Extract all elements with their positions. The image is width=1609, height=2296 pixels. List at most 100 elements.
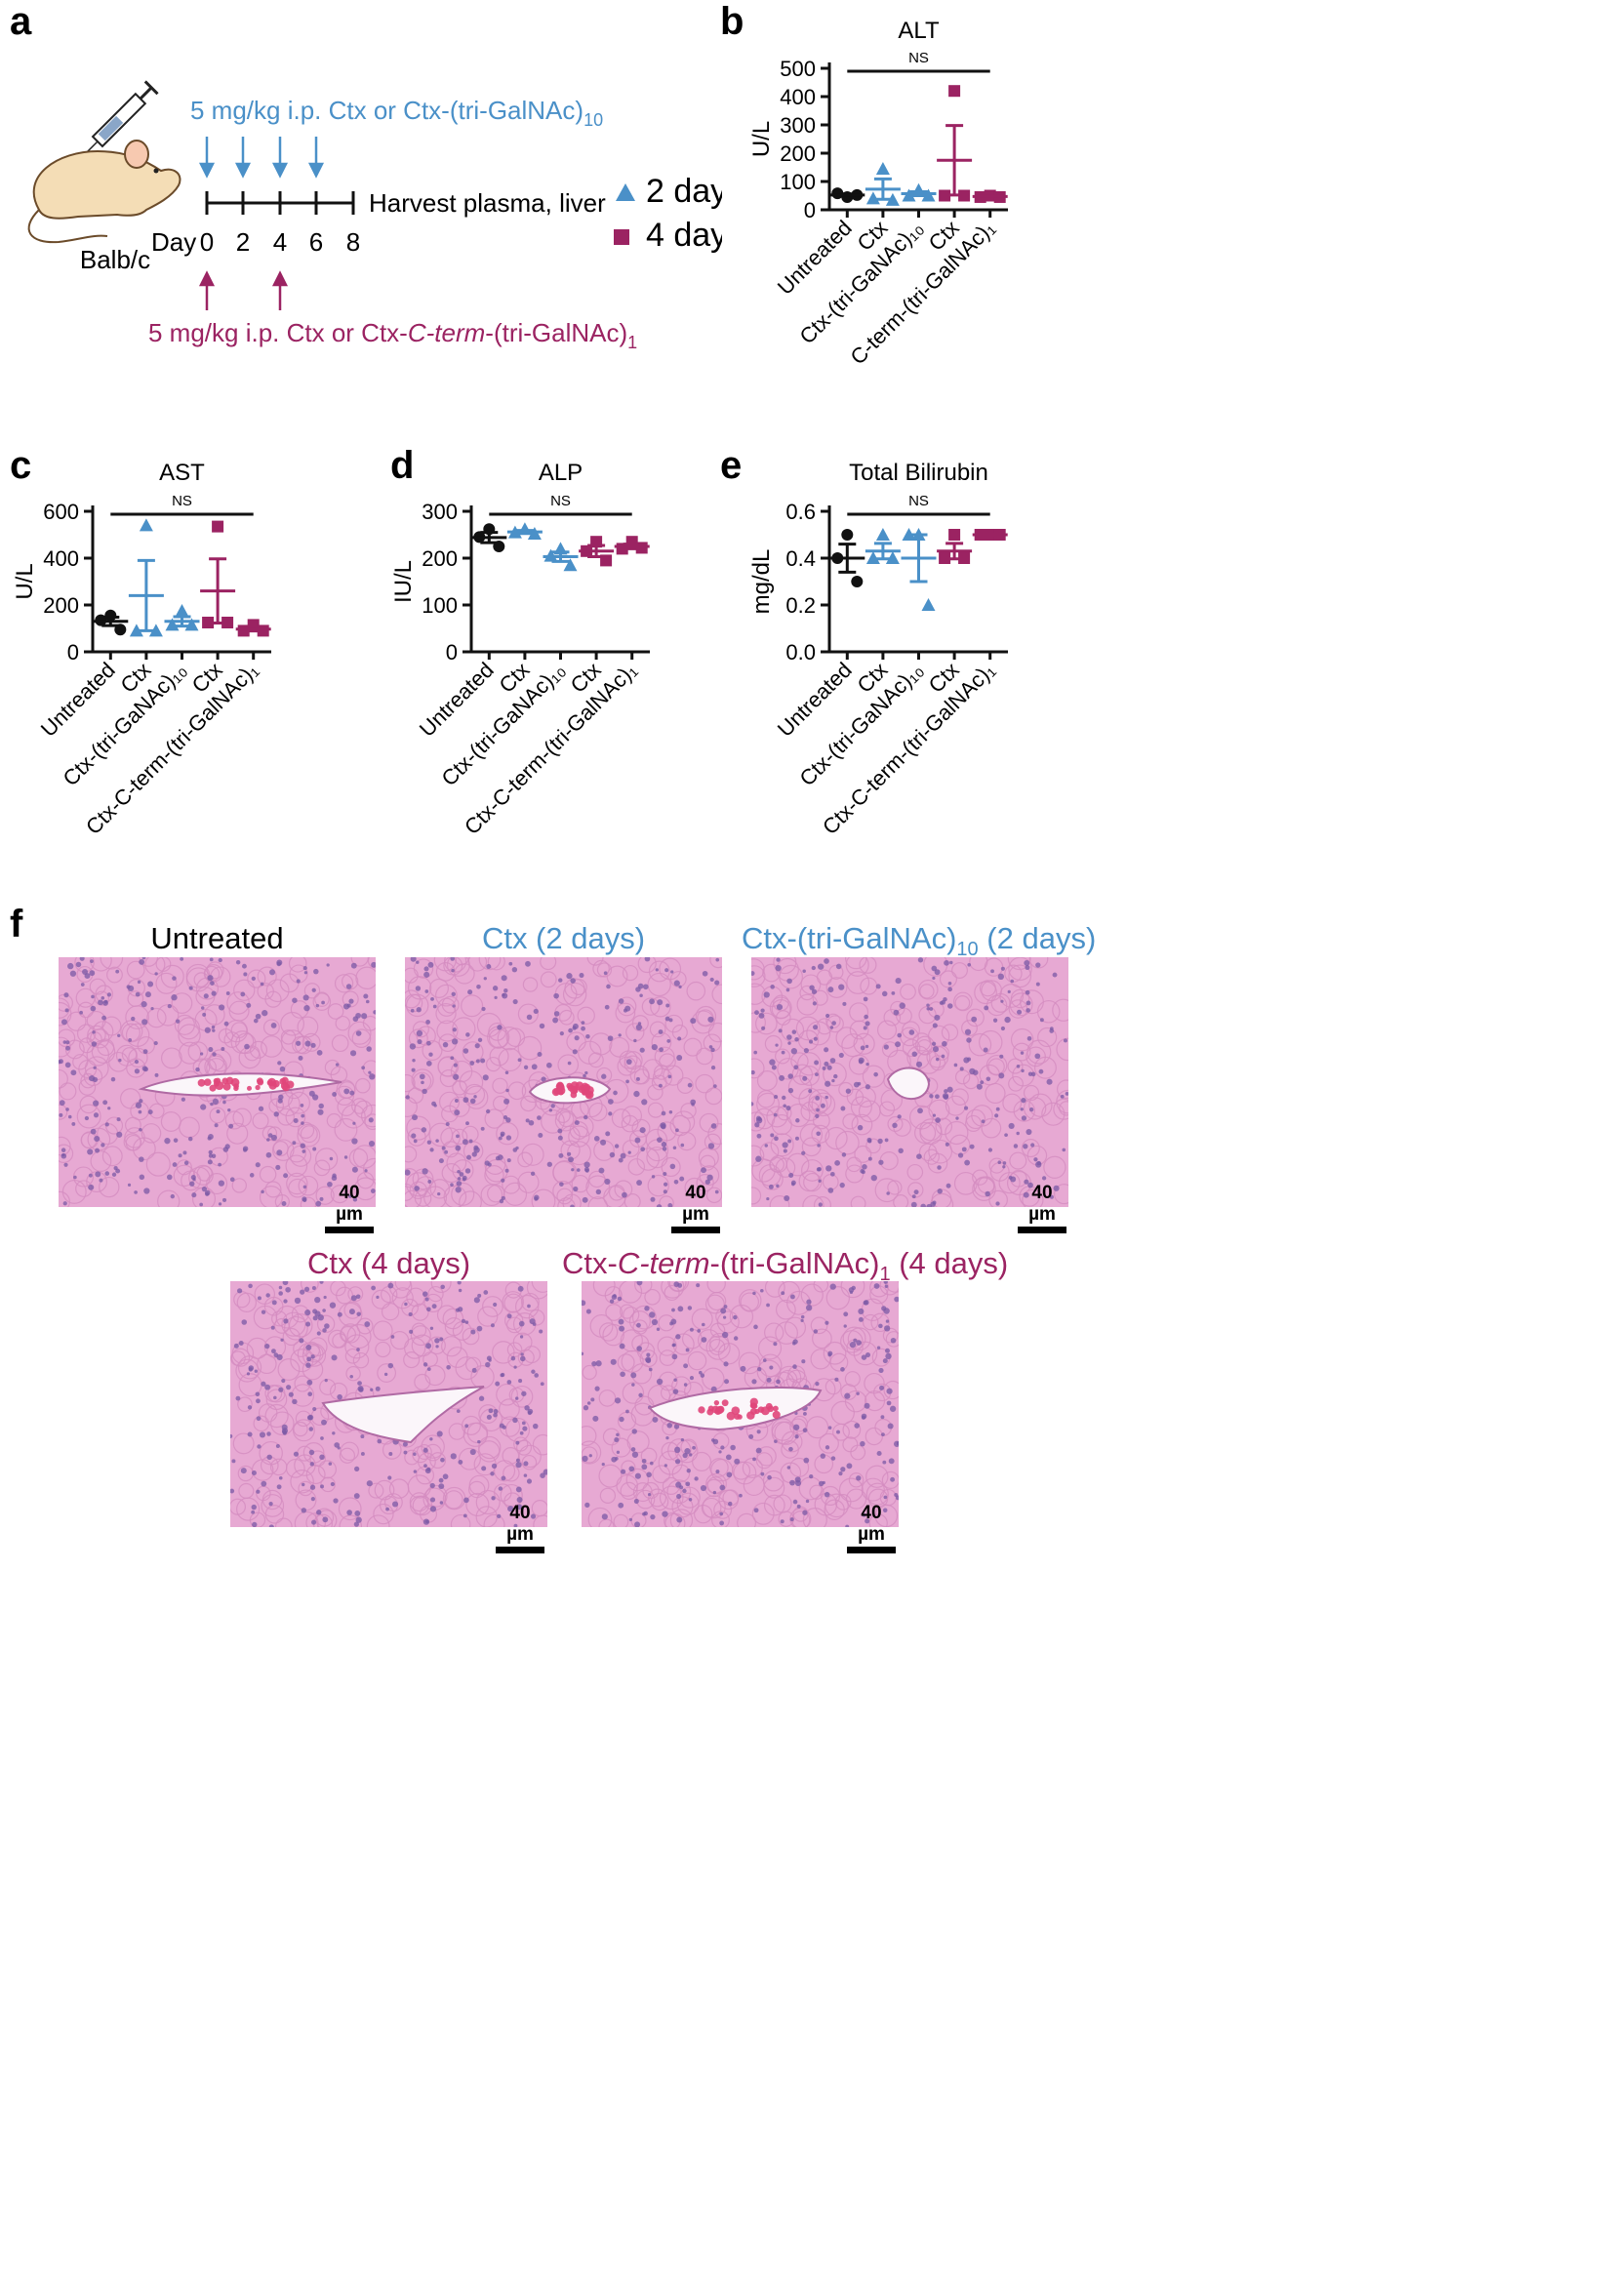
y-tick-label: 0.2 xyxy=(785,593,816,618)
y-tick-label: 0.6 xyxy=(785,500,816,524)
scale-bar: 40 µm xyxy=(847,1503,896,1553)
timeline xyxy=(205,191,355,215)
y-tick-label: 200 xyxy=(422,546,458,571)
significance-label: NS xyxy=(172,493,192,509)
ast-chart: AST0200400600U/LNSUntreatedCtxCtx-(tri-G… xyxy=(12,460,271,839)
data-point xyxy=(237,624,250,637)
data-point xyxy=(175,604,189,617)
data-point xyxy=(148,624,163,637)
data-point xyxy=(625,536,638,548)
y-tick-label: 200 xyxy=(43,593,79,618)
chart-title: Total Bilirubin xyxy=(849,460,988,486)
y-axis-label: U/L xyxy=(748,121,775,157)
legend-label-4days: 4 days xyxy=(646,217,722,254)
day-tick-4: 4 xyxy=(273,227,287,257)
maroon-dose-arrows xyxy=(198,270,289,310)
y-tick-label: 400 xyxy=(780,85,816,109)
y-tick-label: 400 xyxy=(43,546,79,571)
data-point xyxy=(885,551,900,564)
y-tick-label: 0 xyxy=(446,640,458,665)
data-point xyxy=(875,161,890,175)
data-point xyxy=(948,85,961,98)
data-point xyxy=(921,598,936,611)
day-tick-8: 8 xyxy=(346,227,360,257)
histology-image-cterm-4days xyxy=(582,1281,899,1527)
histology-image-ctx-4days xyxy=(230,1281,547,1527)
data-point xyxy=(875,528,890,541)
significance-label: NS xyxy=(550,493,571,509)
syringe-icon xyxy=(81,80,159,158)
y-tick-label: 0.0 xyxy=(785,640,816,665)
y-tick-label: 500 xyxy=(780,57,816,81)
panel-letter-d: d xyxy=(390,444,415,487)
data-point xyxy=(139,518,153,532)
data-point xyxy=(114,624,127,636)
data-point xyxy=(202,617,215,628)
alp-chart: ALP0100200300IU/LNSUntreatedCtxCtx-(tri-… xyxy=(390,460,650,839)
dosing-schema: Balb/c 5 mg/kg i.p. Ctx or Ctx-(tri-GalN… xyxy=(27,80,722,352)
chart-title: AST xyxy=(159,460,205,486)
histology-image-untreated xyxy=(59,957,376,1207)
y-tick-label: 100 xyxy=(422,593,458,618)
y-tick-label: 0 xyxy=(804,198,816,222)
data-point xyxy=(902,188,916,202)
panel-letter-c: c xyxy=(10,444,32,487)
histology-title-untreated: Untreated xyxy=(150,921,284,955)
data-point xyxy=(590,536,603,548)
data-point xyxy=(958,552,971,564)
histology-title-galnac10-2days: Ctx-(tri-GalNAc)10 (2 days) xyxy=(742,921,1097,961)
data-point xyxy=(921,188,936,202)
y-tick-label: 300 xyxy=(422,500,458,524)
data-point xyxy=(104,609,117,622)
data-point xyxy=(129,624,143,637)
harvest-label: Harvest plasma, liver xyxy=(369,188,606,218)
y-tick-label: 100 xyxy=(780,170,816,194)
data-point xyxy=(553,542,568,555)
histology-title-ctx-2days: Ctx (2 days) xyxy=(481,921,646,955)
y-axis-label: IU/L xyxy=(390,560,417,603)
data-point xyxy=(831,187,844,200)
data-point xyxy=(841,529,854,541)
data-point xyxy=(948,529,961,541)
data-point xyxy=(616,543,628,555)
legend-triangle-marker xyxy=(616,183,635,201)
day-label: Day xyxy=(151,227,196,257)
data-point xyxy=(257,624,269,637)
panel-letter-f: f xyxy=(10,903,23,946)
scale-bar: 40 µm xyxy=(496,1503,544,1553)
histology-title-ctx-4days: Ctx (4 days) xyxy=(306,1246,471,1280)
legend-label-2days: 2 days xyxy=(646,173,722,210)
data-point xyxy=(483,523,496,536)
panel-letter-a: a xyxy=(10,0,32,43)
dose-top-label: 5 mg/kg i.p. Ctx or Ctx-(tri-GalNAc)10 xyxy=(190,96,603,130)
y-axis-label: mg/dL xyxy=(748,549,775,615)
bilirubin-chart: Total Bilirubin0.00.20.40.6mg/dLNSUntrea… xyxy=(748,460,1008,839)
data-point xyxy=(184,618,199,631)
data-point xyxy=(911,528,926,541)
data-point xyxy=(902,528,916,541)
data-point xyxy=(851,576,864,587)
day-tick-0: 0 xyxy=(200,227,214,257)
chart-title: ALP xyxy=(539,460,583,486)
data-point xyxy=(958,189,971,202)
y-tick-label: 200 xyxy=(780,141,816,166)
data-point xyxy=(221,617,234,628)
data-point xyxy=(600,554,613,567)
mouse-label: Balb/c xyxy=(80,245,150,274)
data-point xyxy=(493,541,505,552)
scale-bar: 40 µm xyxy=(1018,1183,1066,1233)
y-axis-label: U/L xyxy=(12,563,38,599)
data-point xyxy=(939,189,951,202)
histology-image-ctx-2days xyxy=(405,957,722,1207)
dose-bottom-label: 5 mg/kg i.p. Ctx or Ctx-C-term-(tri-GalN… xyxy=(148,318,637,352)
legend: 2 days 4 days xyxy=(614,173,722,254)
data-point xyxy=(563,558,578,572)
blue-dose-arrows xyxy=(198,137,325,179)
data-point xyxy=(865,551,880,564)
data-point xyxy=(212,520,224,533)
panel-letter-e: e xyxy=(720,444,743,487)
data-point xyxy=(165,618,180,631)
data-point xyxy=(939,552,951,564)
chart-title: ALT xyxy=(898,18,940,44)
y-tick-label: 0.4 xyxy=(785,546,816,571)
